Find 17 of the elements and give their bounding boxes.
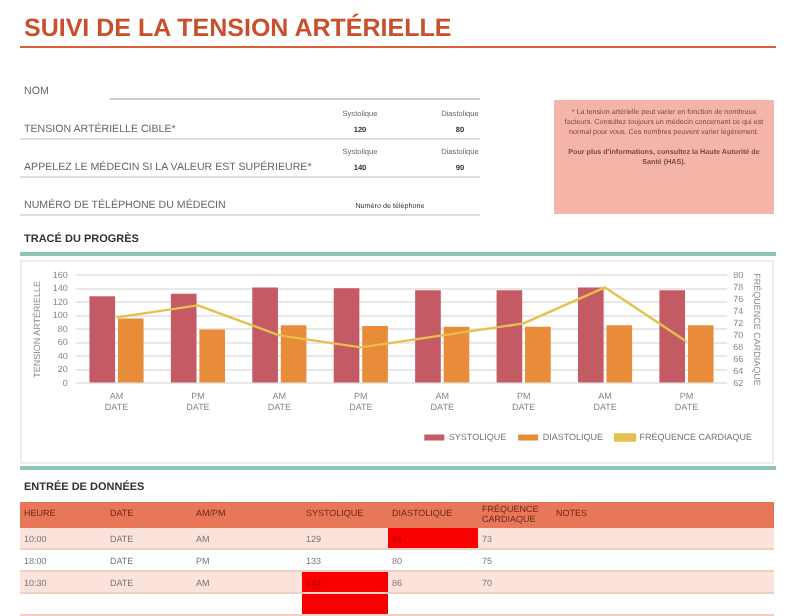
bar xyxy=(415,290,441,383)
bar xyxy=(525,326,551,383)
bar xyxy=(170,293,197,383)
bar xyxy=(280,325,307,383)
bar xyxy=(252,287,278,383)
bar xyxy=(89,296,116,383)
bar xyxy=(659,290,686,383)
bar xyxy=(687,325,714,383)
bar xyxy=(496,290,523,383)
bar xyxy=(333,288,360,383)
bar xyxy=(443,326,470,383)
bar xyxy=(117,318,144,383)
bar xyxy=(606,325,633,383)
bar xyxy=(577,287,604,383)
chart-title: SUIVI DE LA TENSION ARTÉRIELLE xyxy=(24,14,452,42)
bar xyxy=(199,329,226,383)
bar xyxy=(362,326,388,383)
